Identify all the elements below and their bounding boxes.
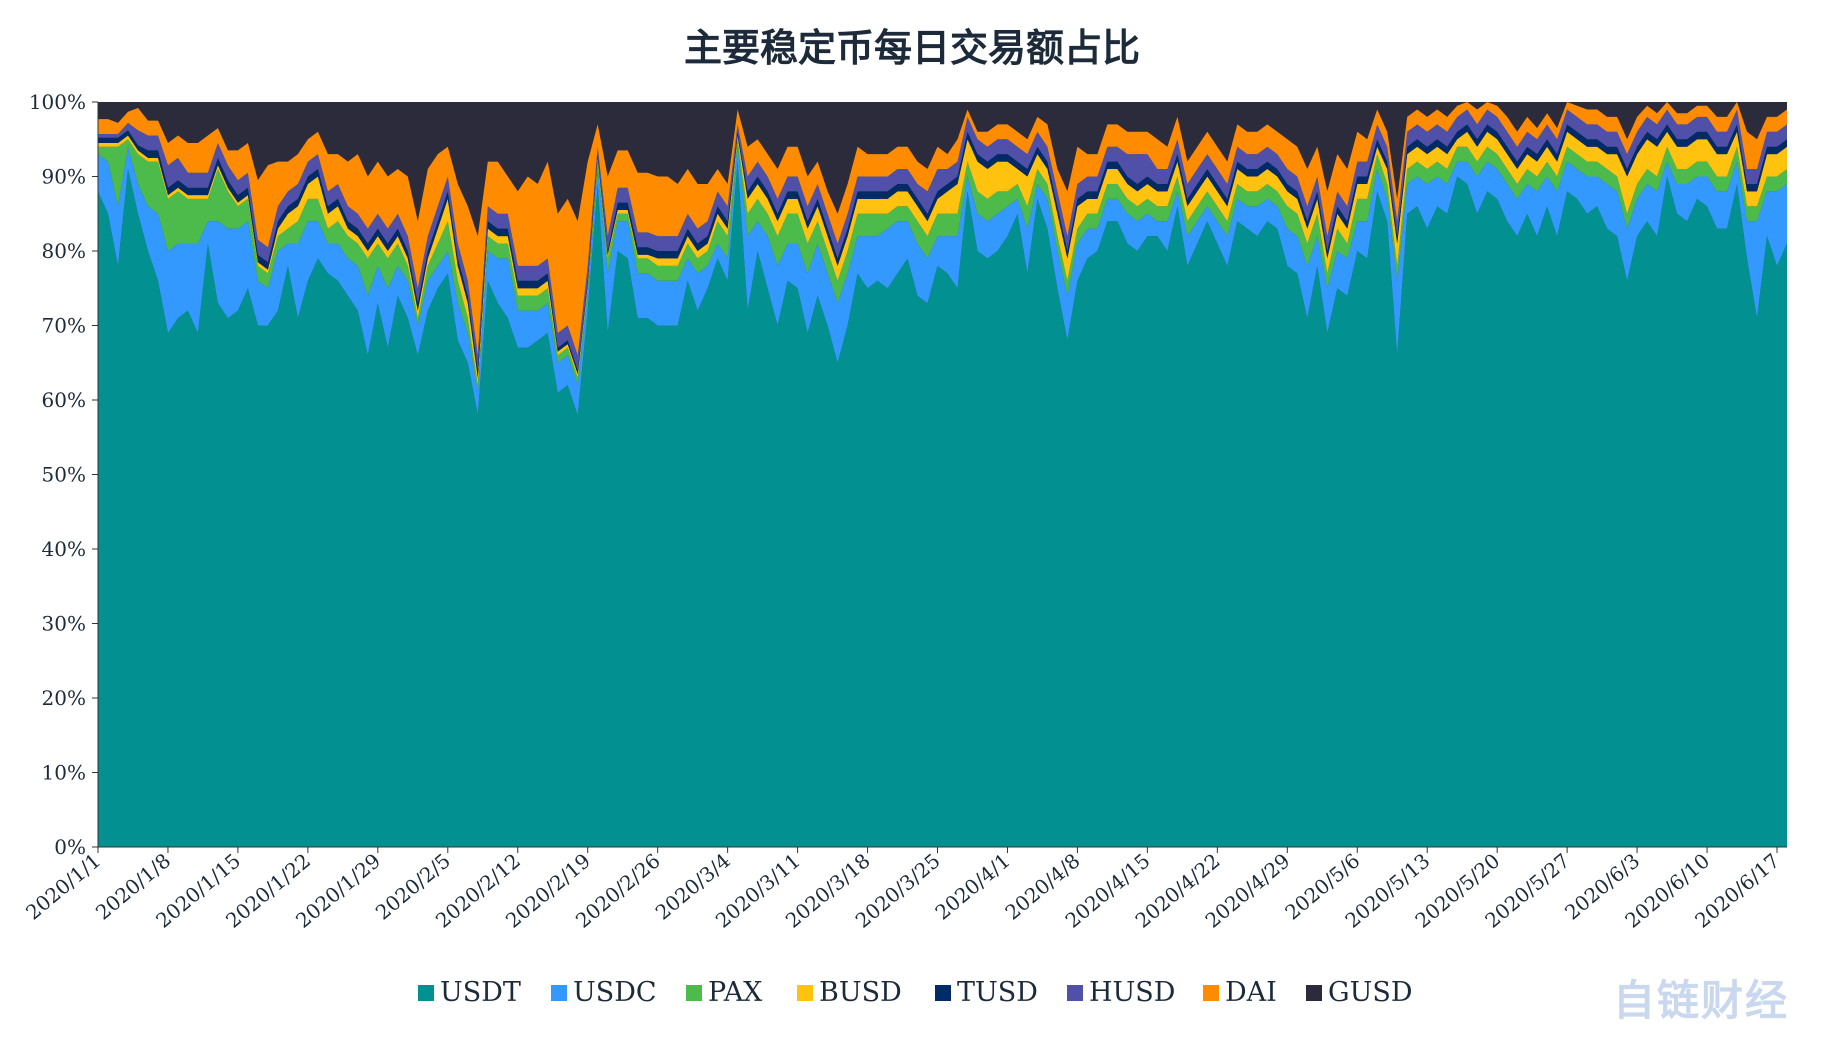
legend-swatch-HUSD [1067,985,1083,1001]
legend-swatch-BUSD [797,985,813,1001]
chart-title: 主要稳定币每日交易额占比 [684,25,1140,70]
legend-label-PAX: PAX [708,977,763,1008]
y-tick-label: 30% [42,612,86,636]
y-tick-label: 10% [42,761,86,785]
watermark-logo: 自链财经 [1612,976,1789,1025]
x-tick-label: 2020/4/1 [930,848,1014,924]
area-BUSD [98,131,1787,386]
legend-swatch-PAX [686,985,702,1001]
area-TUSD [98,124,1787,378]
y-tick-label: 70% [42,314,86,338]
legend-label-HUSD: HUSD [1089,977,1175,1008]
y-tick-label: 0% [54,835,86,859]
y-tick-label: 80% [42,239,86,263]
area-USDC [98,146,1787,415]
legend-label-BUSD: BUSD [819,977,902,1008]
y-tick-label: 40% [42,537,86,561]
area-USDT [98,161,1787,848]
y-tick-label: 60% [42,388,86,412]
y-tick-label: 20% [42,686,86,710]
legend-label-USDT: USDT [440,977,521,1008]
legend-label-GUSD: GUSD [1328,977,1412,1008]
legend-swatch-USDT [418,985,434,1001]
y-tick-label: 100% [29,90,86,114]
legend-label-DAI: DAI [1225,977,1277,1008]
legend-label-USDC: USDC [573,977,657,1008]
legend-swatch-GUSD [1306,985,1322,1001]
legend: USDT USDC PAX BUSD TUSD HUSD DAI GUSD [418,977,1412,1008]
y-tick-label: 90% [42,165,86,189]
legend-swatch-TUSD [935,985,951,1001]
area-DAI [98,102,1787,356]
area-PAX [98,139,1787,393]
legend-swatch-USDC [551,985,567,1001]
area-series-group [98,102,1787,848]
area-HUSD [98,109,1787,371]
legend-swatch-DAI [1203,985,1219,1001]
y-tick-label: 50% [42,463,86,487]
legend-label-TUSD: TUSD [957,977,1038,1008]
x-tick-label: 2020/1/1 [21,848,105,924]
